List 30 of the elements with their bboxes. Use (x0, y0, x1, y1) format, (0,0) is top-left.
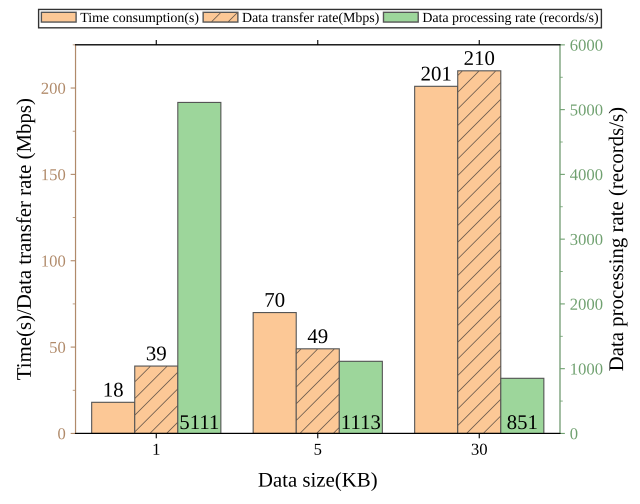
y2-tick-label: 0 (570, 428, 578, 440)
y-tick-label: 100 (42, 255, 66, 267)
legend-label: Data transfer rate(Mbps) (242, 12, 379, 25)
x-tick-label: 30 (472, 444, 487, 455)
x-tick-label: 5 (314, 444, 322, 455)
y2-tick-label: 3000 (570, 234, 602, 246)
data-label: 49 (308, 329, 328, 344)
x-axis-title: Data size(KB) (258, 472, 377, 492)
y2-tick-label: 1000 (571, 363, 602, 375)
data-label: 851 (507, 415, 537, 430)
y2-tick-label: 5000 (570, 104, 602, 116)
data-label: 210 (464, 51, 494, 66)
data-label: 70 (266, 292, 284, 307)
y2-tick-label: 4000 (570, 169, 602, 180)
y-tick-label: 0 (58, 428, 66, 440)
y2-tick-label: 6000 (570, 40, 602, 51)
data-label: 201 (421, 66, 451, 81)
y-tick-label: 150 (42, 169, 66, 180)
legend-label: Time consumption(s) (80, 12, 198, 25)
y2-tick-label: 2000 (570, 298, 602, 310)
data-label: 39 (146, 346, 166, 360)
y-tick-label: 200 (42, 82, 66, 94)
y-tick-label: 50 (50, 342, 66, 354)
y2-axis-title: Data processing rate (records/s) (608, 108, 628, 371)
legend-label: Data processing rate (records/s) (422, 12, 598, 26)
x-tick-label: 1 (154, 444, 160, 455)
data-label: 5111 (180, 415, 218, 430)
data-label: 1113 (342, 415, 380, 430)
y-axis-title: Time(s)/Data transfer rate (Mbps) (16, 98, 36, 380)
data-label: 18 (104, 382, 123, 397)
